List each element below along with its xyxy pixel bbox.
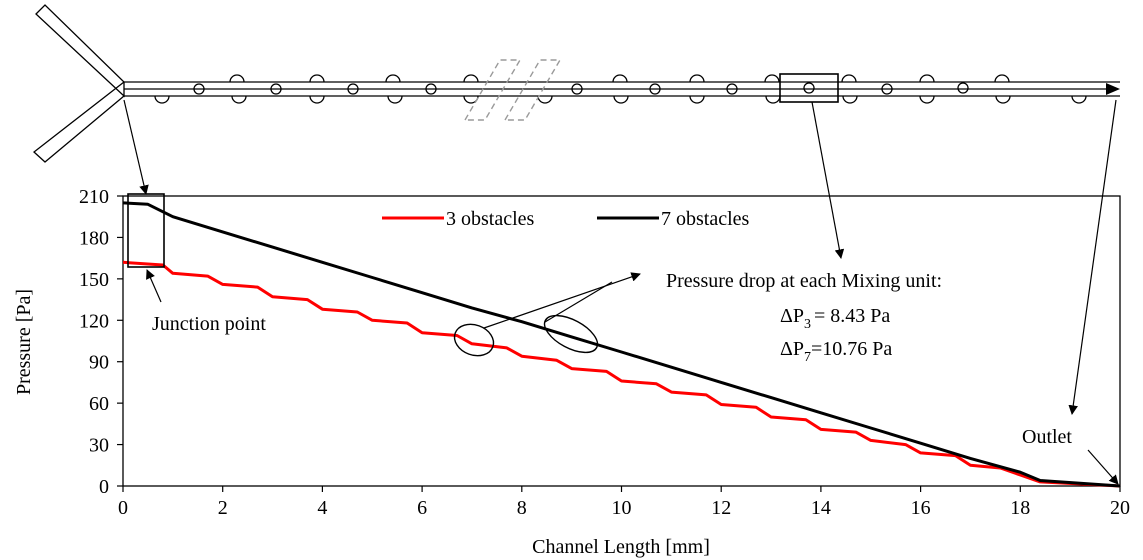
junction-point-label: Junction point bbox=[152, 313, 266, 335]
y-tick-label: 30 bbox=[89, 435, 109, 457]
legend: 3 obstacles 7 obstacles bbox=[382, 208, 750, 230]
outlet-label: Outlet bbox=[1022, 426, 1072, 448]
x-tick-label: 20 bbox=[1110, 497, 1130, 519]
annotations: Junction point Pressure drop at each Mix… bbox=[123, 99, 1119, 485]
x-axis-ticks: 0 2 4 6 8 10 12 14 16 18 20 bbox=[118, 486, 1130, 519]
plot-area: 0 2 4 6 8 10 12 14 16 18 20 0 30 60 90 120 150 180 210 bbox=[79, 186, 1130, 519]
y-tick-label: 150 bbox=[79, 269, 109, 291]
series-layer bbox=[122, 201, 1121, 488]
drop-pointer-line-1 bbox=[483, 272, 641, 329]
series-line-7-obstacles bbox=[122, 201, 1121, 488]
mixing-unit-pointer-arrow bbox=[811, 101, 845, 259]
x-tick-label: 10 bbox=[612, 497, 632, 519]
outlet-arrow-head bbox=[1106, 83, 1120, 95]
y-tick-label: 0 bbox=[99, 476, 109, 498]
delta-p7-annotation: ΔP7=10.76 Pa bbox=[780, 338, 892, 365]
legend-label-3-obstacles: 3 obstacles bbox=[446, 208, 535, 230]
series-line-3-obstacles bbox=[122, 260, 1121, 488]
x-tick-label: 2 bbox=[218, 497, 228, 519]
x-tick-label: 12 bbox=[711, 497, 731, 519]
x-tick-label: 8 bbox=[517, 497, 527, 519]
outlet-pointer-arrow bbox=[1068, 99, 1117, 415]
inlet-arm-upper bbox=[35, 4, 125, 98]
top-wall-bumps bbox=[229, 74, 1010, 83]
plot-frame bbox=[122, 195, 1121, 487]
legend-label-7-obstacles: 7 obstacles bbox=[661, 208, 750, 230]
y-tick-label: 90 bbox=[89, 352, 109, 374]
mixing-unit-highlight-box bbox=[779, 73, 839, 103]
junction-label-arrow bbox=[146, 269, 162, 303]
junction-pointer-arrow bbox=[123, 99, 149, 195]
x-tick-label: 18 bbox=[1010, 497, 1030, 519]
y-tick-label: 120 bbox=[79, 310, 109, 332]
y-tick-label: 180 bbox=[79, 227, 109, 249]
x-tick-label: 14 bbox=[811, 497, 831, 519]
x-tick-label: 0 bbox=[118, 497, 128, 519]
channel-break-marks bbox=[463, 59, 562, 121]
outlet-label-arrow bbox=[1087, 449, 1119, 485]
circular-obstacles bbox=[193, 82, 969, 95]
bottom-wall-bumps bbox=[154, 95, 1087, 104]
drop-ellipse-3-obstacles bbox=[453, 323, 495, 357]
y-tick-label: 60 bbox=[89, 393, 109, 415]
drop-pointer-line-2 bbox=[544, 281, 613, 323]
drop-ellipse-7-obstacles bbox=[543, 314, 599, 354]
x-tick-label: 16 bbox=[911, 497, 931, 519]
x-tick-label: 6 bbox=[417, 497, 427, 519]
channel-schematic bbox=[32, 4, 1120, 163]
y-axis-ticks: 0 30 60 90 120 150 180 210 bbox=[79, 186, 123, 498]
x-tick-label: 4 bbox=[317, 497, 327, 519]
x-axis-label: Channel Length [mm] bbox=[532, 536, 710, 558]
pressure-drop-title: Pressure drop at each Mixing unit: bbox=[666, 270, 942, 292]
y-tick-label: 210 bbox=[79, 186, 109, 208]
delta-p3-annotation: ΔP3 = 8.43 Pa bbox=[780, 305, 890, 332]
inlet-arm-lower bbox=[32, 81, 125, 163]
y-axis-label: Pressure [Pa] bbox=[13, 289, 35, 395]
